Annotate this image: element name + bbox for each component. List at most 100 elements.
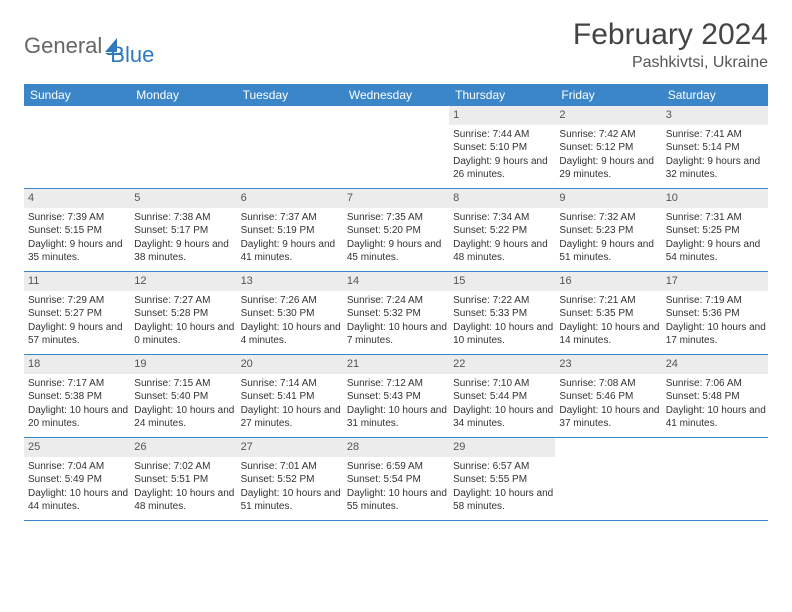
day-daylight: Daylight: 10 hours and 58 minutes. — [451, 487, 553, 514]
day-sunrise: Sunrise: 7:21 AM — [557, 294, 659, 308]
day-sunset: Sunset: 5:55 PM — [451, 473, 553, 487]
day-cell: 18Sunrise: 7:17 AMSunset: 5:38 PMDayligh… — [24, 355, 130, 437]
day-sunrise: Sunrise: 7:38 AM — [132, 211, 234, 225]
day-cell: 3 Sunrise: 7:41 AMSunset: 5:14 PMDaylight… — [662, 106, 768, 188]
day-number: 27 — [237, 438, 343, 457]
day-number: 25 — [24, 438, 130, 457]
day-sunset: Sunset: 5:51 PM — [132, 473, 234, 487]
day-header: Monday — [130, 84, 236, 106]
day-sunrise: Sunrise: 7:19 AM — [664, 294, 766, 308]
day-sunset: Sunset: 5:28 PM — [132, 307, 234, 321]
day-header: Tuesday — [237, 84, 343, 106]
day-cell: 1Sunrise: 7:44 AMSunset: 5:10 PMDaylight… — [449, 106, 555, 188]
day-header-row: Sunday Monday Tuesday Wednesday Thursday… — [24, 84, 768, 106]
day-sunset: Sunset: 5:14 PM — [664, 141, 766, 155]
day-sunrise: Sunrise: 7:10 AM — [451, 377, 553, 391]
day-daylight: Daylight: 10 hours and 14 minutes. — [557, 321, 659, 348]
day-daylight: Daylight: 10 hours and 51 minutes. — [239, 487, 341, 514]
day-number: 5 — [130, 189, 236, 208]
day-cell: 20Sunrise: 7:14 AMSunset: 5:41 PMDayligh… — [237, 355, 343, 437]
day-sunrise: Sunrise: 7:14 AM — [239, 377, 341, 391]
day-sunset: Sunset: 5:25 PM — [664, 224, 766, 238]
day-cell: 2Sunrise: 7:42 AMSunset: 5:12 PMDaylight… — [555, 106, 661, 188]
day-cell: 28Sunrise: 6:59 AMSunset: 5:54 PMDayligh… — [343, 438, 449, 520]
day-number: 22 — [449, 355, 555, 374]
day-cell: 11Sunrise: 7:29 AMSunset: 5:27 PMDayligh… — [24, 272, 130, 354]
day-number — [555, 438, 661, 457]
day-daylight: Daylight: 9 hours and 38 minutes. — [132, 238, 234, 265]
day-daylight: Daylight: 10 hours and 41 minutes. — [664, 404, 766, 431]
day-cell — [237, 106, 343, 188]
day-sunset: Sunset: 5:12 PM — [557, 141, 659, 155]
day-sunset: Sunset: 5:10 PM — [451, 141, 553, 155]
day-daylight: Daylight: 10 hours and 48 minutes. — [132, 487, 234, 514]
day-number: 6 — [237, 189, 343, 208]
day-sunrise: Sunrise: 7:15 AM — [132, 377, 234, 391]
day-daylight: Daylight: 9 hours and 26 minutes. — [451, 155, 553, 182]
day-daylight: Daylight: 10 hours and 55 minutes. — [345, 487, 447, 514]
day-sunset: Sunset: 5:19 PM — [239, 224, 341, 238]
day-sunset: Sunset: 5:15 PM — [26, 224, 128, 238]
day-header: Wednesday — [343, 84, 449, 106]
day-cell — [130, 106, 236, 188]
day-cell: 6Sunrise: 7:37 AMSunset: 5:19 PMDaylight… — [237, 189, 343, 271]
day-cell — [662, 438, 768, 520]
day-cell: 17Sunrise: 7:19 AMSunset: 5:36 PMDayligh… — [662, 272, 768, 354]
day-number: 11 — [24, 272, 130, 291]
day-cell: 9Sunrise: 7:32 AMSunset: 5:23 PMDaylight… — [555, 189, 661, 271]
day-daylight: Daylight: 10 hours and 4 minutes. — [239, 321, 341, 348]
day-number — [237, 106, 343, 125]
day-sunrise: Sunrise: 7:29 AM — [26, 294, 128, 308]
day-cell: 4Sunrise: 7:39 AMSunset: 5:15 PMDaylight… — [24, 189, 130, 271]
week-row: 18Sunrise: 7:17 AMSunset: 5:38 PMDayligh… — [24, 355, 768, 438]
calendar-body: 1Sunrise: 7:44 AMSunset: 5:10 PMDaylight… — [24, 106, 768, 521]
day-sunset: Sunset: 5:48 PM — [664, 390, 766, 404]
day-sunrise: Sunrise: 7:34 AM — [451, 211, 553, 225]
logo-text-blue: Blue — [110, 42, 154, 68]
day-number: 29 — [449, 438, 555, 457]
day-number: 3 — [662, 106, 768, 125]
day-sunset: Sunset: 5:52 PM — [239, 473, 341, 487]
day-sunrise: Sunrise: 7:35 AM — [345, 211, 447, 225]
day-daylight: Daylight: 10 hours and 17 minutes. — [664, 321, 766, 348]
day-cell: 29 Sunrise: 6:57 AMSunset: 5:55 PMDayligh… — [449, 438, 555, 520]
day-sunrise: Sunrise: 7:41 AM — [664, 128, 766, 142]
day-sunset: Sunset: 5:43 PM — [345, 390, 447, 404]
day-sunrise: Sunrise: 6:57 AM — [451, 460, 553, 474]
day-sunrise: Sunrise: 7:04 AM — [26, 460, 128, 474]
day-number: 8 — [449, 189, 555, 208]
day-cell: 22Sunrise: 7:10 AMSunset: 5:44 PMDayligh… — [449, 355, 555, 437]
day-cell: 25Sunrise: 7:04 AMSunset: 5:49 PMDayligh… — [24, 438, 130, 520]
location: Pashkivtsi, Ukraine — [573, 54, 768, 72]
day-daylight: Daylight: 10 hours and 27 minutes. — [239, 404, 341, 431]
day-number: 9 — [555, 189, 661, 208]
logo: General Blue — [24, 18, 154, 68]
logo-text-general: General — [24, 33, 102, 59]
day-cell: 10Sunrise: 7:31 AMSunset: 5:25 PMDayligh… — [662, 189, 768, 271]
day-sunset: Sunset: 5:35 PM — [557, 307, 659, 321]
day-header: Thursday — [449, 84, 555, 106]
day-cell — [343, 106, 449, 188]
day-number: 7 — [343, 189, 449, 208]
day-daylight: Daylight: 9 hours and 54 minutes. — [664, 238, 766, 265]
day-sunrise: Sunrise: 6:59 AM — [345, 460, 447, 474]
day-number: 28 — [343, 438, 449, 457]
day-number: 12 — [130, 272, 236, 291]
day-sunrise: Sunrise: 7:39 AM — [26, 211, 128, 225]
calendar: Sunday Monday Tuesday Wednesday Thursday… — [24, 84, 768, 521]
day-daylight: Daylight: 10 hours and 7 minutes. — [345, 321, 447, 348]
day-daylight: Daylight: 10 hours and 31 minutes. — [345, 404, 447, 431]
day-sunset: Sunset: 5:33 PM — [451, 307, 553, 321]
day-number: 19 — [130, 355, 236, 374]
day-daylight: Daylight: 9 hours and 32 minutes. — [664, 155, 766, 182]
day-number — [130, 106, 236, 125]
day-number: 20 — [237, 355, 343, 374]
day-daylight: Daylight: 9 hours and 45 minutes. — [345, 238, 447, 265]
day-header: Saturday — [662, 84, 768, 106]
day-daylight: Daylight: 9 hours and 48 minutes. — [451, 238, 553, 265]
day-cell: 19Sunrise: 7:15 AMSunset: 5:40 PMDayligh… — [130, 355, 236, 437]
day-sunrise: Sunrise: 7:17 AM — [26, 377, 128, 391]
header: General Blue February 2024 Pashkivtsi, U… — [24, 18, 768, 72]
day-cell: 23Sunrise: 7:08 AMSunset: 5:46 PMDayligh… — [555, 355, 661, 437]
day-header: Sunday — [24, 84, 130, 106]
